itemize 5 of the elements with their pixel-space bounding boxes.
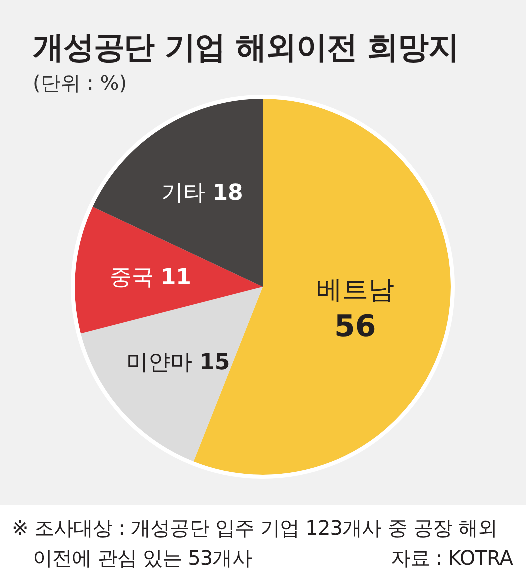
annotation: 이전에 관심 있는 53개사 [33,546,252,570]
title: 개성공단 기업 해외이전 희망지 [33,30,459,66]
annotation: 자료 : KOTRA [390,546,513,570]
annotation: ※ 조사대상 : 개성공단 입주 기업 123개사 중 공장 해외 [12,516,498,540]
subtitle: (단위 : %) [33,71,128,95]
